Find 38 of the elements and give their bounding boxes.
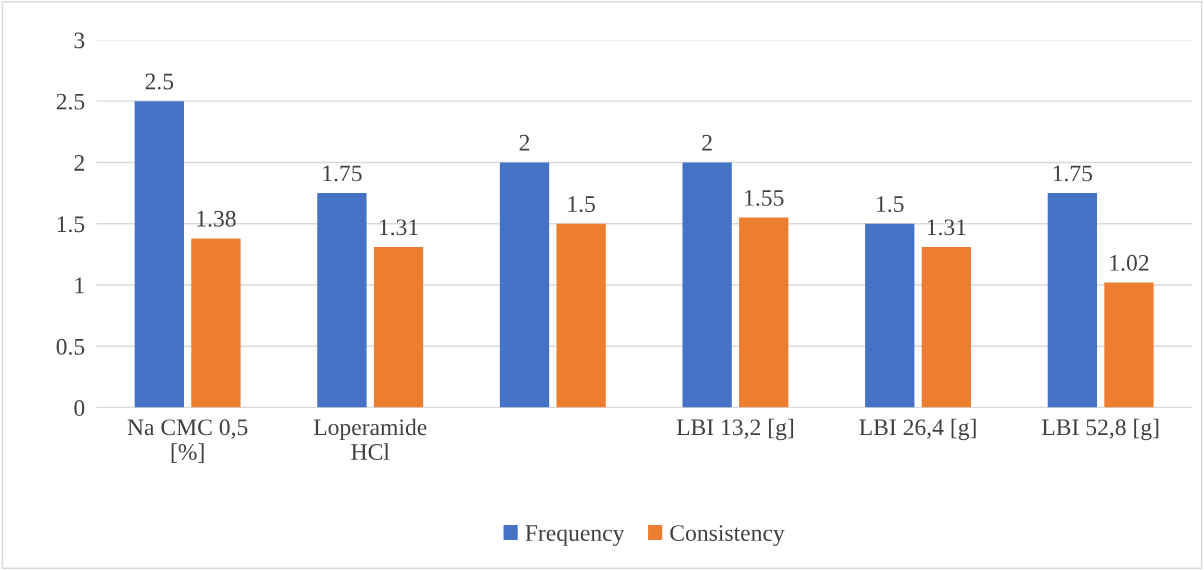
x-tick-label: LBI 26,4 [g] [859,418,976,441]
data-label: 1.75 [1053,165,1093,182]
bar [499,162,550,408]
data-label: 2.5 [145,73,174,90]
bar [373,247,424,408]
bar [134,101,184,408]
bar [1104,282,1154,408]
bar [921,247,972,408]
bar [682,162,732,408]
x-tick-label: LBI 13,2 [g] [676,418,794,441]
bar [1047,193,1097,408]
bar [739,217,789,408]
legend-label: Consistency [670,525,785,546]
y-tick-label: 2.5 [56,93,85,110]
y-tick-label: 3 [74,32,85,49]
x-tick-label: Na CMC 0,5 [%] [127,419,248,463]
bar [191,238,241,408]
legend-label: Frequency [525,525,625,546]
data-label: 1.5 [877,196,904,213]
y-tick-label: 2 [74,155,84,171]
bar [317,193,367,408]
data-label: 2 [702,134,712,151]
data-label: 1.02 [1110,254,1149,271]
y-tick-label: 0 [74,400,85,416]
y-tick-label: 1 [75,277,84,294]
data-label: 1.38 [197,210,236,227]
y-tick-label: 1.5 [57,216,85,233]
x-tick-label: LBI 52,8 [g] [1041,418,1159,441]
data-label: 1.75 [323,165,362,182]
data-label: 1.55 [745,190,784,206]
data-label: 1.31 [927,219,966,236]
data-label: 1.5 [568,196,595,213]
data-label: 2 [519,134,530,151]
data-label: 1.31 [379,219,418,236]
bar [865,223,915,408]
x-tick-label: Loperamide HCl [313,418,427,460]
y-tick-label: 0.5 [56,338,85,355]
bar [556,223,606,408]
